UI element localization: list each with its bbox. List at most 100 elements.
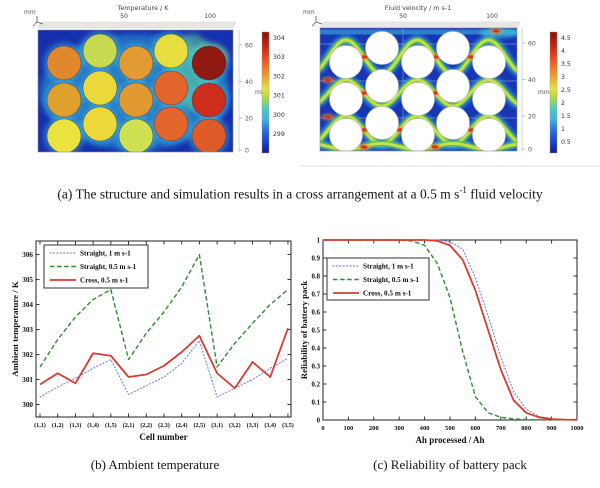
y-tick-label: 20: [528, 113, 536, 120]
battery-cell: [365, 69, 399, 103]
axis-triad-icon: [311, 16, 323, 27]
x-tick-label: 50: [120, 13, 128, 20]
y-tick-label: 0: [245, 147, 249, 154]
series-line-solid: [323, 239, 578, 421]
temperature-simulation-panel: Temperature / K50 100 mm 60 40 20 0 mm 304 303 302…: [24, 4, 285, 154]
y-tick-label: 1: [317, 237, 321, 244]
legend: [43, 244, 149, 289]
battery-cell: [472, 45, 506, 79]
x-tick-label: (2,5): [194, 422, 206, 429]
battery-cell: [153, 106, 189, 142]
axis-unit-label: mm: [255, 89, 267, 96]
x-tick-label: (1,2): [52, 422, 64, 429]
x-tick-label: (1,5): [105, 422, 117, 429]
battery-cell: [82, 70, 118, 106]
colorbar-label: 3.5: [561, 61, 571, 68]
axis-triad-icon: [32, 16, 44, 27]
y-tick-label: 60: [528, 40, 536, 47]
axis-unit-label: mm: [538, 89, 550, 96]
battery-cell: [436, 106, 470, 140]
y-tick-label: 0: [317, 417, 321, 424]
flow-hotspot: [431, 145, 439, 149]
x-tick-label: 100: [343, 425, 354, 432]
x-tick-label: 100: [486, 13, 498, 20]
x-tick-label: 1000: [570, 425, 584, 432]
y-tick-label: 60: [245, 42, 253, 49]
battery-cell: [365, 31, 399, 65]
y-tick-label: 305: [22, 276, 33, 284]
series-line-dashed: [39, 253, 289, 368]
battery-cell: [401, 82, 435, 116]
x-tick-label: 800: [521, 425, 532, 432]
colorbar: [549, 31, 558, 154]
battery-cell: [401, 118, 435, 151]
x-tick-label: (2,4): [176, 422, 188, 429]
axes: [35, 240, 292, 418]
caption-c: (c) Reliability of battery pack: [373, 457, 527, 472]
x-tick-label: 900: [547, 425, 558, 432]
x-tick-label: (3,3): [247, 422, 259, 429]
panel-title: Temperature / K: [117, 4, 170, 12]
fluid-velocity-simulation-panel: Fluid velocity / m s-150 100 mm 60 40 20 0 mm 4.…: [300, 4, 600, 167]
colorbar-label: 4.5: [561, 35, 571, 42]
x-tick-label: 50: [399, 13, 407, 20]
battery-cell: [46, 82, 82, 118]
x-tick-label: (2,2): [140, 422, 152, 429]
battery-cell: [401, 45, 435, 79]
battery-cell: [153, 70, 189, 106]
y-tick-label: 0.2: [312, 381, 321, 388]
y-tick-label: 304: [22, 301, 33, 309]
reliability-chart: 0 0.1 0.2 0.3 0.4 0.5 0.6 0.7 0.8 0.9 1 0 100 200 300 4…: [299, 237, 584, 445]
x-tick-label: 500: [445, 425, 456, 432]
x-tick-label: 100: [204, 13, 216, 20]
battery-cell: [46, 45, 82, 81]
legend-label: Straight, 1 m s-1: [363, 263, 414, 271]
colorbar-label: 300: [273, 112, 285, 119]
colorbar-label: 299: [273, 131, 285, 138]
x-tick-label: (3,5): [282, 422, 294, 429]
panel-3d-top-face: [319, 21, 521, 29]
caption-a-superscript: -1: [459, 185, 467, 195]
x-tick-label: (2,1): [123, 422, 135, 429]
x-axis-label: Ah processed / Ah: [415, 435, 484, 445]
x-tick-label: (1,3): [70, 422, 82, 429]
colorbar-label: 4: [561, 48, 565, 55]
battery-cell: [329, 82, 363, 116]
y-tick-label: 0.4: [312, 345, 321, 352]
colorbar-label: 2.5: [561, 87, 571, 94]
x-tick-label: (3,1): [211, 422, 223, 429]
colorbar-label: 3: [561, 74, 565, 81]
x-tick-label: 700: [496, 425, 507, 432]
axis-unit-label: mm: [303, 9, 315, 16]
x-tick-label: (2,3): [158, 422, 170, 429]
battery-cell: [436, 69, 470, 103]
x-tick-label: 300: [394, 425, 405, 432]
ambient-temperature-chart: 300 301 302 303 304 305 306 (1,1) (1,2) (1,3) (1,4…: [10, 240, 294, 442]
y-tick-label: 0.9: [312, 255, 321, 262]
battery-cell: [46, 118, 82, 152]
colorbar-label: 304: [273, 35, 285, 42]
battery-cell: [472, 118, 506, 151]
y-tick-label: 0.6: [312, 309, 321, 316]
battery-cell: [365, 106, 399, 140]
colorbar-label: 2: [561, 100, 565, 107]
flow-hotspot: [324, 115, 332, 119]
legend: [326, 257, 430, 301]
battery-cell: [329, 45, 363, 79]
battery-cell: [472, 82, 506, 116]
y-tick-label: 303: [22, 326, 33, 334]
flow-hotspot: [492, 29, 500, 33]
battery-cell: [82, 33, 118, 69]
battery-cell: [191, 118, 227, 152]
colorbar: [261, 31, 270, 154]
y-tick-label: 306: [22, 251, 33, 259]
y-tick-label: 0.5: [312, 327, 321, 334]
y-tick-label: 40: [245, 79, 253, 86]
caption-b: (b) Ambient temperature: [90, 457, 220, 472]
battery-cell: [153, 33, 189, 69]
y-tick-label: 0: [528, 146, 532, 153]
caption-a-tail: fluid velocity: [466, 186, 543, 202]
y-tick-label: 0.1: [312, 399, 321, 406]
right-ruler: [238, 30, 242, 152]
